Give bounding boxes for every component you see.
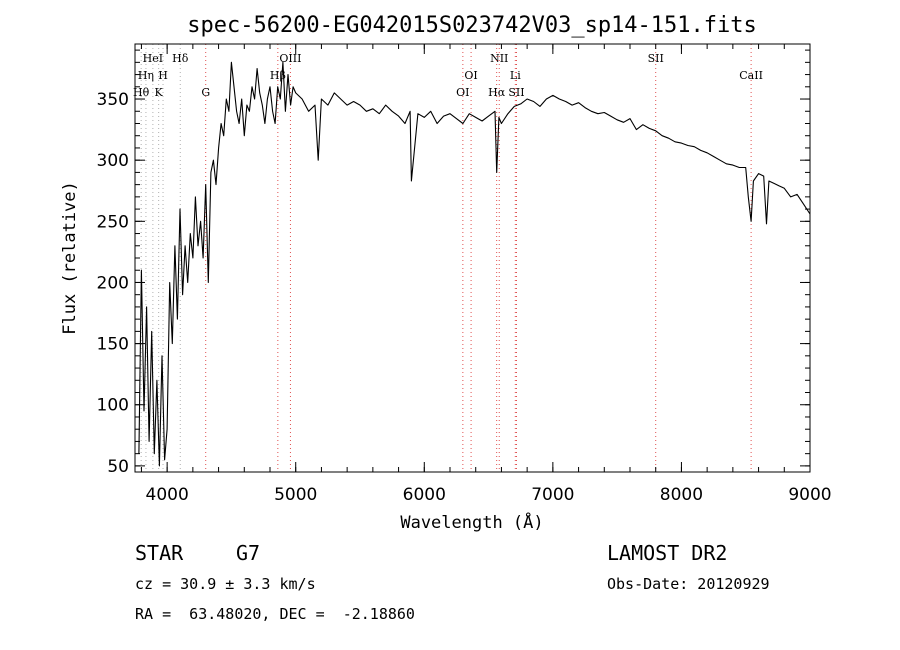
spectral-line-label: HeI [143, 52, 163, 65]
spectral-line-label: Hθ [133, 86, 150, 99]
spectral-line-label: OI [456, 86, 469, 99]
x-tick-label: 9000 [788, 485, 831, 505]
x-axis-label: Wavelength (Å) [400, 511, 543, 533]
spectral-line-label: K [155, 86, 164, 99]
spectral-line-label: H [158, 69, 168, 82]
spectral-line-label: OI [464, 69, 477, 82]
spectrum-line [138, 61, 811, 467]
spectrum-series [138, 61, 811, 467]
y-tick-label: 100 [97, 396, 129, 416]
chart-title: spec-56200-EG042015S023742V03_sp14-151.f… [187, 13, 757, 38]
coordinates: RA = 63.48020, DEC = -2.18860 [135, 605, 415, 623]
x-tick-label: 6000 [403, 485, 446, 505]
y-tick-label: 200 [97, 273, 129, 293]
spectral-line-label: G [201, 86, 210, 99]
spectral-line-label: Li [510, 69, 521, 82]
spectral-line-label: Hη [138, 69, 154, 82]
x-tick-label: 8000 [660, 485, 703, 505]
y-axis-label: Flux (relative) [60, 181, 80, 335]
spectral-line-label: NII [490, 52, 508, 65]
spectral-line-label: SII [648, 52, 664, 65]
y-tick-label: 50 [107, 457, 129, 477]
spectral-line-label: OIII [279, 52, 301, 65]
y-tick-label: 150 [97, 335, 129, 355]
survey-name: LAMOST DR2 [607, 541, 728, 565]
x-tick-label: 7000 [531, 485, 574, 505]
x-tick-label: 5000 [274, 485, 317, 505]
y-tick-label: 250 [97, 212, 129, 232]
observation-date: Obs-Date: 20120929 [607, 575, 770, 593]
spectral-line-label: Hδ [172, 52, 189, 65]
spectral-line-label: CaII [739, 69, 763, 82]
x-tick-label: 4000 [146, 485, 189, 505]
y-axis: 50 100 150 200 250 300 350 [97, 49, 810, 477]
object-class: STAR [135, 541, 184, 565]
x-axis: 4000 5000 6000 7000 8000 9000 [140, 44, 832, 505]
spectral-line-label: SII [508, 86, 524, 99]
y-tick-label: 350 [97, 90, 129, 110]
object-subclass: G7 [236, 541, 261, 565]
y-tick-label: 300 [97, 151, 129, 171]
spectral-line-label: Hα [488, 86, 506, 99]
redshift-cz: cz = 30.9 ± 3.3 km/s [135, 575, 316, 593]
